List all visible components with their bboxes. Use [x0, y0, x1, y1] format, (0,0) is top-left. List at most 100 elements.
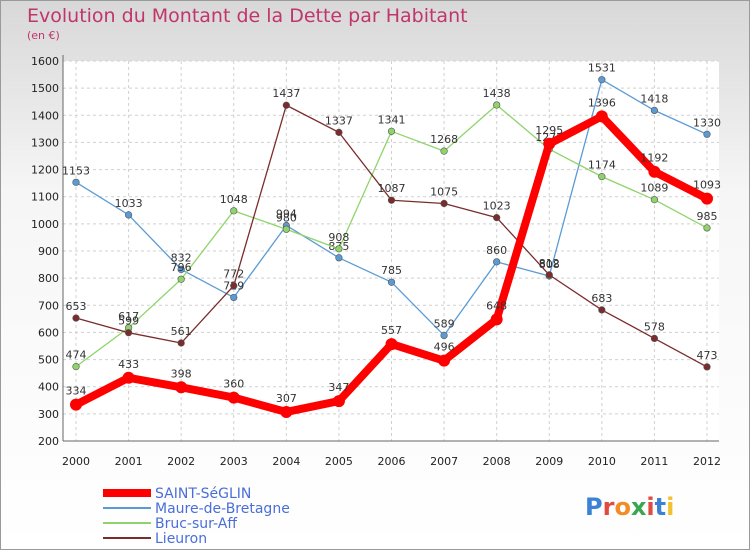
- data-label: 398: [171, 367, 192, 380]
- y-tick-label: 500: [38, 354, 59, 367]
- data-label: 557: [381, 324, 402, 337]
- data-point: [650, 334, 659, 343]
- data-point: [282, 225, 290, 233]
- data-label: 648: [486, 299, 507, 312]
- data-point: [438, 354, 451, 367]
- data-label: 1192: [640, 152, 668, 165]
- chart-title: Evolution du Montant de la Dette par Hab…: [27, 5, 468, 27]
- data-point: [385, 338, 398, 351]
- data-label: 1330: [693, 116, 721, 129]
- data-label: 360: [223, 378, 244, 391]
- data-point: [703, 130, 711, 138]
- data-label: 334: [66, 385, 87, 398]
- data-label: 1093: [693, 179, 721, 192]
- data-point: [230, 293, 238, 302]
- data-point: [282, 101, 290, 109]
- x-tick-label: 2011: [640, 455, 668, 468]
- data-label: 1531: [588, 62, 616, 75]
- data-label: 808: [539, 258, 560, 271]
- data-label: 1174: [588, 159, 616, 172]
- data-point: [493, 214, 501, 222]
- data-label: 908: [328, 231, 349, 244]
- chart-subtitle: (en €): [27, 29, 60, 42]
- data-label: 653: [66, 300, 87, 313]
- data-point: [72, 178, 80, 186]
- x-tick-label: 2004: [272, 455, 300, 468]
- data-point: [387, 278, 396, 286]
- data-label: 796: [171, 261, 192, 274]
- data-point: [177, 265, 185, 274]
- data-label: 1033: [115, 197, 143, 210]
- data-label: 832: [171, 251, 192, 264]
- x-tick-label: 2002: [167, 455, 195, 468]
- data-point: [701, 192, 713, 205]
- data-point: [72, 363, 80, 371]
- data-point: [493, 101, 501, 109]
- data-label: 433: [118, 358, 139, 371]
- y-tick-label: 1400: [31, 109, 59, 122]
- data-point: [332, 395, 345, 408]
- y-tick-label: 1300: [31, 136, 59, 149]
- data-point: [177, 339, 185, 347]
- data-label: 1295: [535, 124, 563, 137]
- data-point: [335, 254, 343, 262]
- legend-label: Lieuron: [155, 531, 207, 547]
- data-point: [177, 275, 185, 283]
- data-point: [230, 207, 238, 215]
- data-point: [440, 331, 448, 340]
- data-label: 347: [328, 381, 349, 394]
- data-point: [650, 196, 659, 204]
- data-point: [335, 128, 343, 136]
- x-tick-label: 2005: [325, 455, 353, 468]
- data-label: 772: [223, 268, 244, 281]
- data-label: 812: [539, 257, 560, 270]
- data-label: 1396: [588, 96, 616, 109]
- data-label: 561: [171, 325, 192, 338]
- data-point: [493, 258, 501, 266]
- data-label: 683: [591, 292, 612, 305]
- data-label: 1153: [62, 164, 90, 177]
- data-point: [230, 282, 238, 290]
- data-point: [598, 306, 606, 314]
- y-tick-label: 400: [38, 381, 59, 394]
- data-label: 496: [434, 341, 455, 354]
- data-label: 474: [66, 349, 87, 362]
- legend-label: Maure-de-Bretagne: [155, 501, 290, 517]
- data-label: 980: [276, 211, 297, 224]
- legend-label: SAINT-SéGLIN: [155, 486, 251, 502]
- data-label: 617: [118, 310, 139, 323]
- data-label: 1089: [640, 182, 668, 195]
- data-label: 785: [381, 264, 402, 277]
- data-label: 860: [486, 244, 507, 257]
- x-tick-label: 2012: [693, 455, 721, 468]
- data-label: 985: [697, 210, 718, 223]
- y-tick-label: 300: [38, 408, 59, 421]
- data-point: [387, 127, 396, 135]
- legend-label: Bruc-sur-Aff: [155, 516, 237, 532]
- y-tick-label: 1000: [31, 218, 59, 231]
- data-point: [650, 106, 659, 114]
- data-point: [227, 391, 240, 404]
- data-label: 1048: [220, 193, 248, 206]
- data-label: 1341: [378, 113, 406, 126]
- data-label: 473: [697, 349, 718, 362]
- data-point: [490, 313, 503, 326]
- x-tick-label: 2006: [378, 455, 406, 468]
- data-point: [175, 381, 188, 394]
- data-label: 1075: [430, 186, 458, 199]
- data-point: [124, 211, 133, 219]
- data-label: 578: [644, 320, 665, 333]
- data-point: [70, 398, 82, 411]
- data-point: [595, 110, 608, 123]
- x-tick-label: 2003: [220, 455, 248, 468]
- y-tick-label: 600: [38, 326, 59, 339]
- data-label: 994: [276, 207, 297, 220]
- data-point: [387, 196, 396, 204]
- x-tick-label: 2007: [430, 455, 458, 468]
- x-tick-label: 2000: [62, 455, 90, 468]
- data-point: [598, 76, 606, 84]
- y-tick-label: 800: [38, 272, 59, 285]
- data-label: 589: [434, 317, 455, 330]
